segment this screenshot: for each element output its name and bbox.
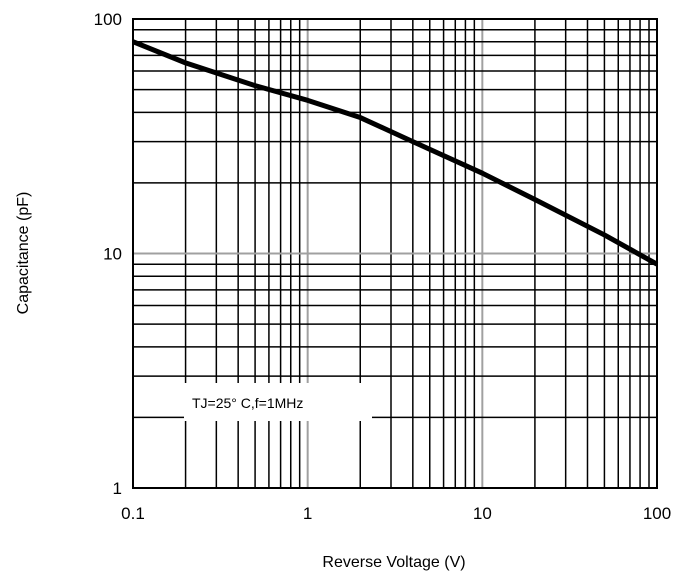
grid (133, 19, 657, 488)
y-tick-label: 100 (94, 10, 122, 29)
annotation-box: TJ=25° C,f=1MHz (184, 383, 372, 421)
y-tick-label: 10 (103, 245, 122, 264)
x-tick-label: 0.1 (121, 504, 145, 523)
annotation-label: TJ=25° C,f=1MHz (192, 395, 303, 411)
x-tick-label: 10 (473, 504, 492, 523)
x-axis-label: Reverse Voltage (V) (322, 554, 465, 571)
plot-frame (132, 18, 658, 489)
y-tick-label: 1 (113, 479, 122, 498)
tick-labels: 0.1 1 10 100 1 10 100 (94, 10, 672, 523)
y-axis-label: Capacitance (pF) (15, 192, 32, 315)
x-tick-label: 1 (303, 504, 312, 523)
axes (132, 18, 658, 489)
x-tick-label: 100 (643, 504, 671, 523)
series (132, 39, 659, 267)
capacitance-curve (132, 39, 659, 267)
